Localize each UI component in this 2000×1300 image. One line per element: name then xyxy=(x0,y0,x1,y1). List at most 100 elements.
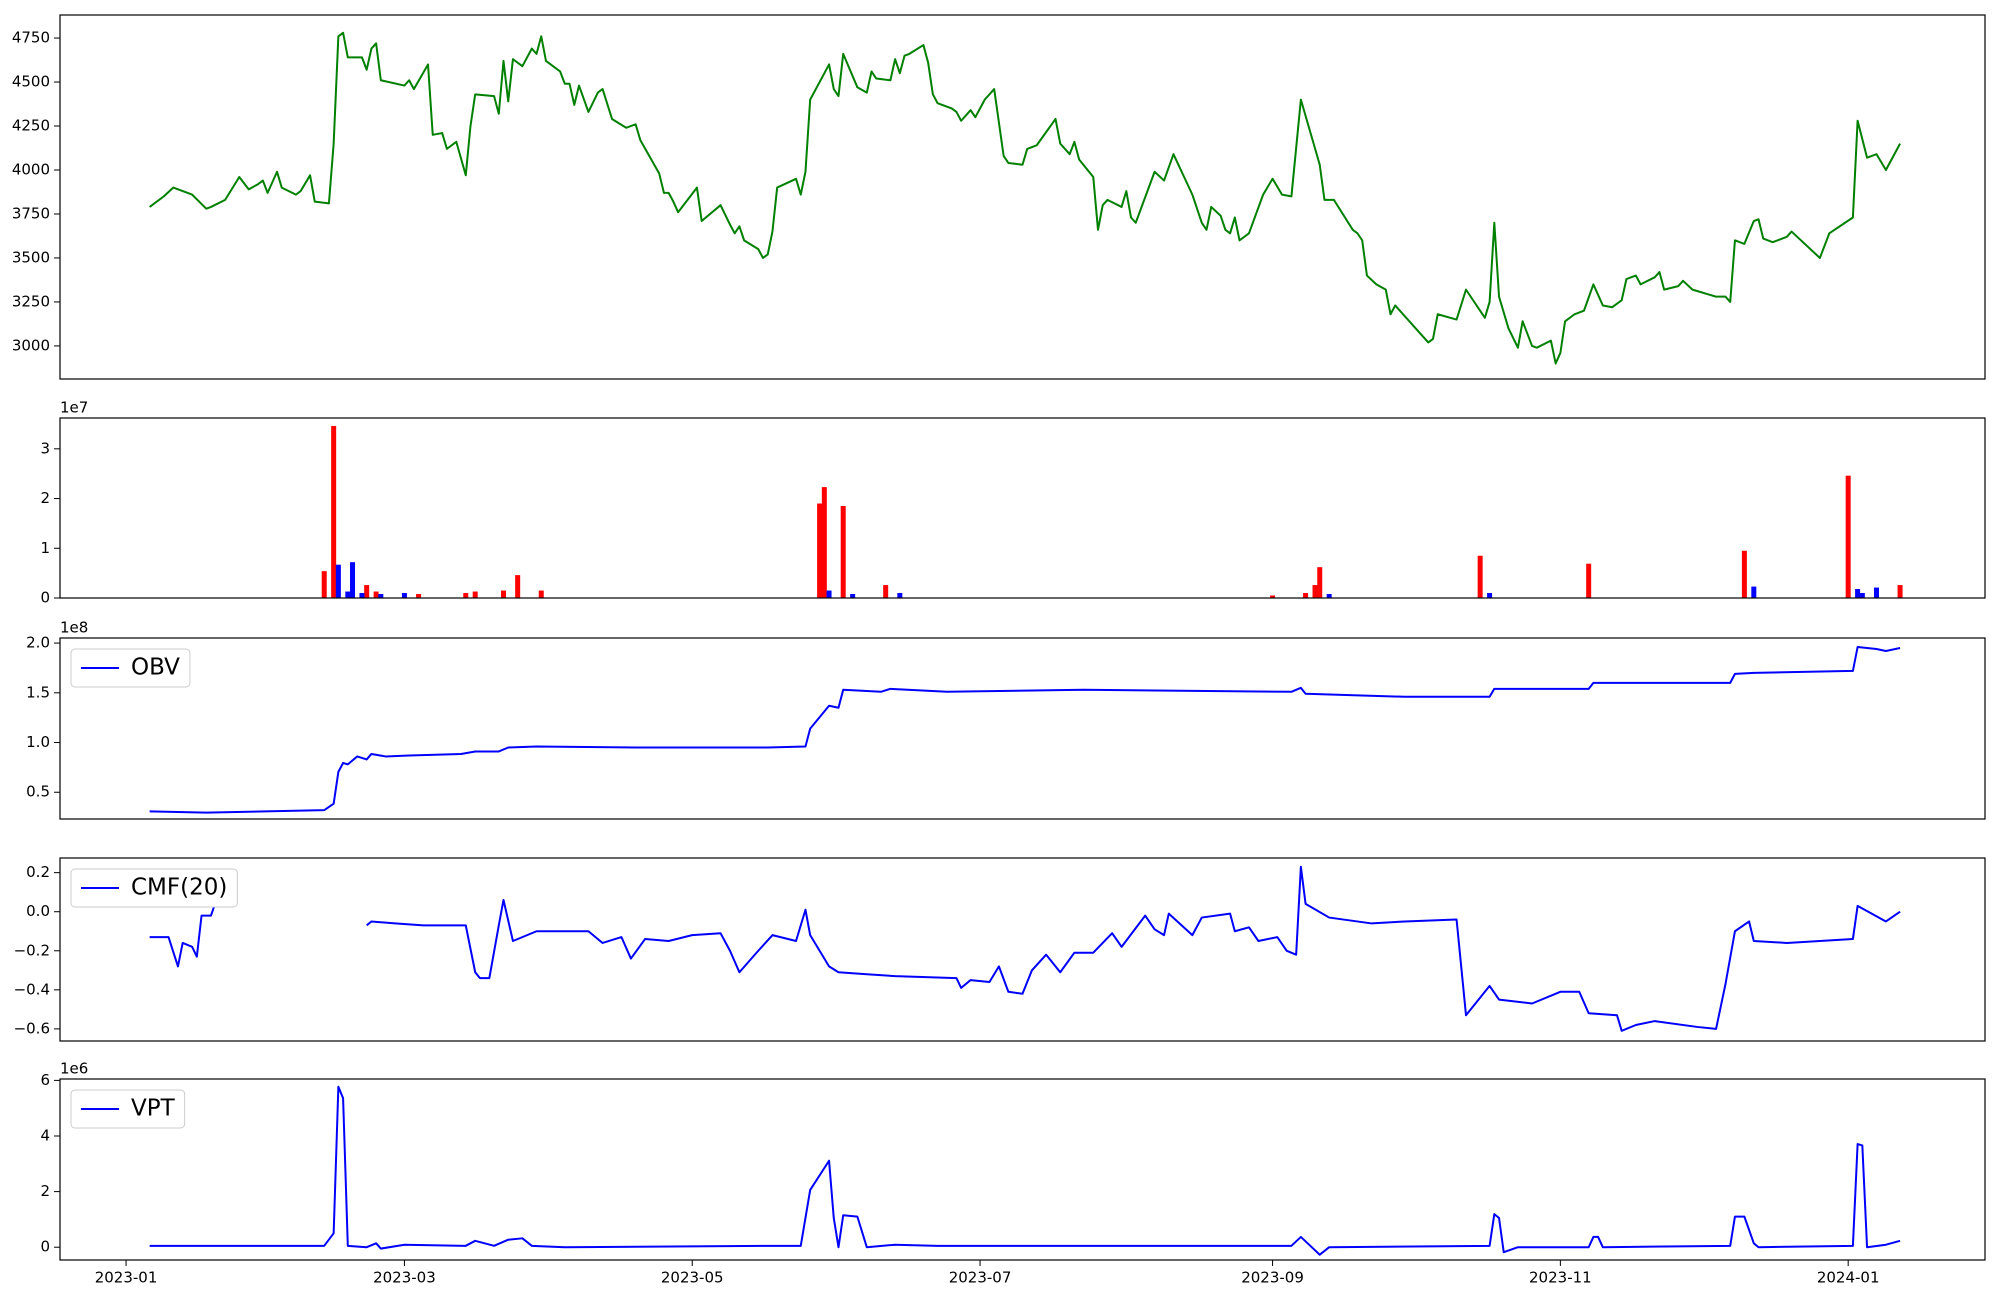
line xyxy=(149,1085,1901,1256)
legend-label: VPT xyxy=(131,1096,176,1122)
legend-box xyxy=(70,868,238,908)
bar xyxy=(538,590,544,598)
subplot: −0.6 −0.4 −0.2 0.0 0.2 CMF(20) xyxy=(14,857,1986,1042)
y-tick-label: 1.0 xyxy=(26,733,50,751)
y-tick-label: 1.5 xyxy=(26,683,50,701)
bar xyxy=(373,591,379,598)
axes-frame xyxy=(59,14,1986,380)
legend: OBV xyxy=(70,648,191,688)
plot-area xyxy=(60,418,1985,598)
y-tick-label: 3000 xyxy=(12,336,50,354)
line xyxy=(149,865,1901,1032)
axes-frame xyxy=(59,637,1986,820)
bar xyxy=(1845,475,1851,598)
bar xyxy=(345,591,351,598)
bar xyxy=(472,591,478,598)
y-tick-label: 3750 xyxy=(12,204,50,222)
bar xyxy=(1859,593,1865,598)
bar xyxy=(1317,567,1323,598)
bar xyxy=(850,594,856,598)
y-tick-label: −0.4 xyxy=(14,980,50,998)
line xyxy=(149,31,1901,365)
y-tick-label: −0.6 xyxy=(14,1019,50,1037)
y-tick-label: 1 xyxy=(40,539,50,557)
bar xyxy=(1855,589,1861,598)
bar xyxy=(364,585,370,598)
y-tick-label: 4 xyxy=(40,1126,50,1144)
x-tick-label: 2023-07 xyxy=(949,1269,1012,1287)
bar xyxy=(515,575,521,598)
axes-frame xyxy=(59,1078,1986,1261)
x-tick-label: 2023-11 xyxy=(1529,1269,1592,1287)
legend-label: OBV xyxy=(131,655,180,681)
legend-label: CMF(20) xyxy=(131,875,227,901)
x-tick-label: 2023-01 xyxy=(95,1269,158,1287)
legend-box xyxy=(70,1089,186,1129)
x-tick-label: 2023-09 xyxy=(1241,1269,1304,1287)
bar xyxy=(1487,593,1493,598)
y-tick-label: 6 xyxy=(40,1071,50,1089)
y-tick-label: 4250 xyxy=(12,117,50,135)
plot-area xyxy=(60,15,1985,379)
y-tick-label: 4750 xyxy=(12,29,50,47)
bar xyxy=(1897,585,1903,598)
y-tick-label: 0.0 xyxy=(26,902,50,920)
subplot: 0.5 1.0 1.5 2.0 1e8 OBV xyxy=(26,619,1986,820)
bar xyxy=(897,593,903,598)
bar xyxy=(883,585,889,598)
bar xyxy=(817,503,823,598)
subplot: 0 1 2 3 1e7 xyxy=(40,399,1986,607)
bar xyxy=(378,594,384,598)
axis-offset-label: 1e6 xyxy=(60,1060,88,1078)
legend: CMF(20) xyxy=(70,868,238,908)
y-tick-label: −0.2 xyxy=(14,941,50,959)
y-tick-label: 4000 xyxy=(12,160,50,178)
legend-box xyxy=(70,648,191,688)
legend: VPT xyxy=(70,1089,186,1129)
axis-offset-label: 1e7 xyxy=(60,399,88,417)
bar xyxy=(1303,593,1309,598)
axis-offset-label: 1e8 xyxy=(60,619,88,637)
bar xyxy=(821,487,827,598)
plot-area xyxy=(60,1079,1985,1260)
axes-frame xyxy=(59,857,1986,1042)
bar xyxy=(1270,595,1276,598)
bar xyxy=(335,564,341,598)
bar xyxy=(331,425,337,598)
y-tick-label: 0.2 xyxy=(26,863,50,881)
bar xyxy=(1326,594,1332,598)
bar xyxy=(359,593,365,598)
x-tick-label: 2023-05 xyxy=(661,1269,724,1287)
y-tick-label: 3 xyxy=(40,439,50,457)
y-tick-label: 0.5 xyxy=(26,783,50,801)
bar xyxy=(1741,550,1747,598)
bar xyxy=(401,593,407,598)
bar xyxy=(350,562,356,598)
bar xyxy=(463,593,469,598)
y-tick-label: 0 xyxy=(40,1238,50,1256)
plot-area xyxy=(60,858,1985,1041)
y-tick-label: 2 xyxy=(40,489,50,507)
plot-area xyxy=(60,638,1985,819)
bar xyxy=(1873,587,1879,598)
y-tick-label: 4500 xyxy=(12,73,50,91)
y-tick-label: 0 xyxy=(40,589,50,607)
x-tick-label: 2024-01 xyxy=(1817,1269,1880,1287)
y-tick-label: 2 xyxy=(40,1182,50,1200)
bar xyxy=(1751,586,1757,598)
bar xyxy=(1312,585,1318,598)
subplot: 3000 3250 3500 3750 4000 4250 4500 4750 xyxy=(12,14,1986,380)
bar xyxy=(1586,563,1592,598)
axes-frame xyxy=(59,417,1986,599)
bar xyxy=(416,594,422,598)
bar xyxy=(840,506,846,598)
bar xyxy=(501,590,507,598)
bar xyxy=(826,590,832,598)
subplot: 0 2 4 6 2023-01 2023-03 2023-05 2023-07 2023-09 2… xyxy=(40,1060,1986,1287)
y-tick-label: 2.0 xyxy=(26,634,50,652)
x-tick-label: 2023-03 xyxy=(373,1269,436,1287)
y-tick-label: 3500 xyxy=(12,248,50,266)
bar xyxy=(1477,555,1483,598)
bar xyxy=(321,571,327,598)
